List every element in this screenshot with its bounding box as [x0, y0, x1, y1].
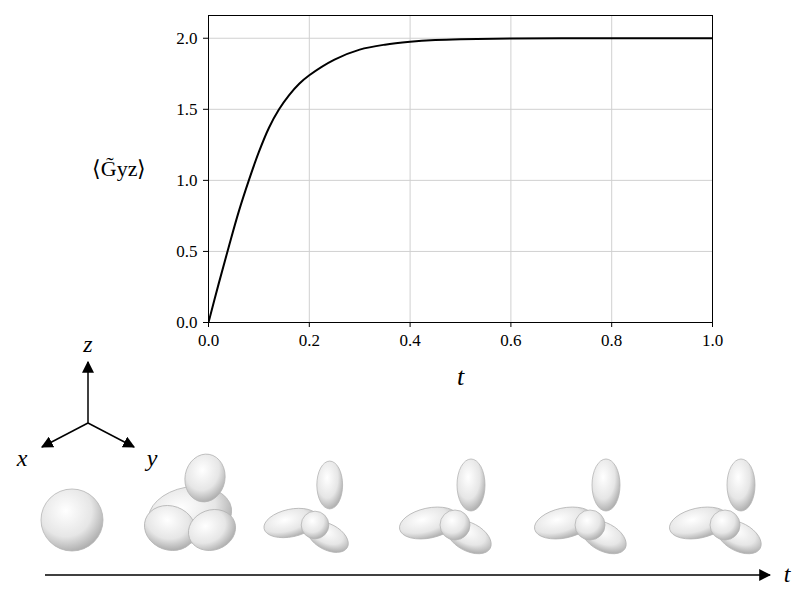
svg-text:t: t [457, 362, 465, 391]
svg-text:2.0: 2.0 [176, 29, 197, 48]
svg-text:0.5: 0.5 [176, 242, 197, 261]
svg-text:z: z [82, 331, 93, 357]
svg-text:t: t [784, 561, 792, 587]
svg-text:⟨G̃yz⟩: ⟨G̃yz⟩ [92, 156, 147, 181]
svg-text:0.8: 0.8 [601, 331, 622, 350]
svg-text:1.5: 1.5 [176, 100, 197, 119]
svg-text:0.4: 0.4 [399, 331, 421, 350]
svg-text:0.0: 0.0 [176, 313, 197, 332]
svg-text:0.6: 0.6 [500, 331, 521, 350]
svg-text:0.0: 0.0 [198, 331, 219, 350]
svg-text:1.0: 1.0 [176, 171, 197, 190]
svg-text:y: y [145, 445, 158, 471]
svg-text:x: x [16, 445, 28, 471]
svg-text:1.0: 1.0 [702, 331, 723, 350]
svg-text:0.2: 0.2 [299, 331, 320, 350]
